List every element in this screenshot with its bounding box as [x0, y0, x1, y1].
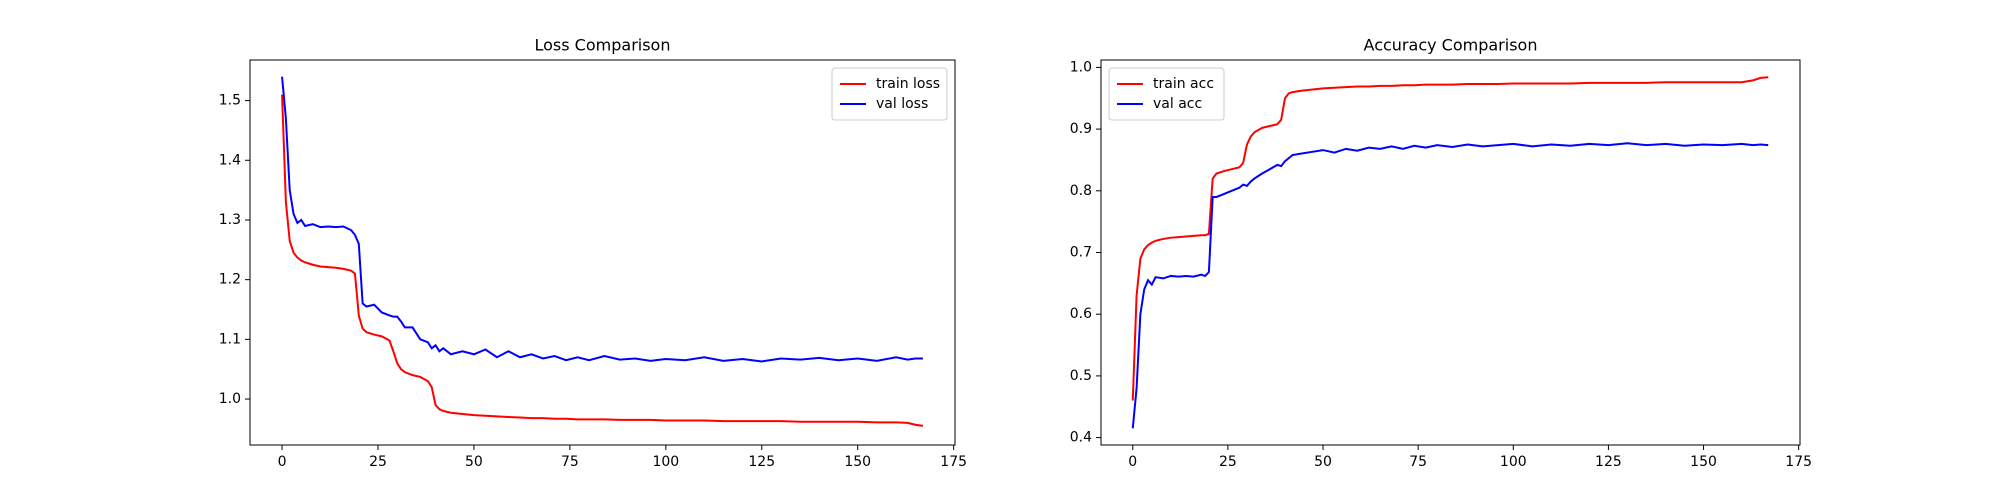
y-tick-label: 1.4: [219, 152, 241, 168]
y-tick-label: 1.0: [219, 391, 241, 407]
x-tick-label: 150: [1690, 454, 1717, 470]
y-tick-label: 1.5: [219, 93, 241, 109]
axes-frame: [1100, 59, 1801, 446]
legend-label: train acc: [1153, 76, 1214, 92]
data-line: [1131, 76, 1769, 401]
chart-title: Loss Comparison: [535, 36, 671, 55]
data-line: [281, 76, 923, 363]
x-tick-label: 0: [278, 454, 287, 470]
x-tick-label: 125: [1595, 454, 1622, 470]
y-tick-label: 0.7: [1070, 245, 1092, 261]
y-tick-label: 1.2: [219, 272, 241, 288]
x-tick-label: 75: [561, 454, 579, 470]
x-tick-label: 25: [369, 454, 387, 470]
x-tick-label: 175: [1785, 454, 1812, 470]
y-tick-label: 1.0: [1070, 59, 1092, 75]
x-tick-label: 150: [844, 454, 871, 470]
y-tick-label: 0.5: [1070, 368, 1092, 384]
x-tick-label: 50: [465, 454, 483, 470]
y-tick-label: 1.3: [219, 212, 241, 228]
chart-title: Accuracy Comparison: [1364, 36, 1538, 55]
x-tick-label: 50: [1314, 454, 1332, 470]
axes-frame: [249, 59, 956, 446]
y-tick-label: 1.1: [219, 331, 241, 347]
x-tick-label: 100: [652, 454, 679, 470]
x-tick-label: 175: [940, 454, 967, 470]
x-tick-label: 25: [1219, 454, 1237, 470]
x-tick-label: 100: [1500, 454, 1527, 470]
y-tick-label: 0.4: [1070, 430, 1092, 446]
y-tick-label: 0.6: [1070, 306, 1092, 322]
data-line: [281, 94, 924, 427]
legend-box: [1108, 67, 1225, 121]
legend-label: val acc: [1153, 96, 1202, 112]
x-tick-label: 0: [1128, 454, 1137, 470]
y-tick-label: 0.9: [1070, 121, 1092, 137]
data-line: [1131, 142, 1769, 429]
y-tick-label: 0.8: [1070, 183, 1092, 199]
legend-label: val loss: [876, 96, 928, 112]
x-tick-label: 75: [1409, 454, 1427, 470]
x-tick-label: 125: [748, 454, 775, 470]
legend-label: train loss: [876, 76, 940, 92]
legend-box: [831, 67, 948, 121]
